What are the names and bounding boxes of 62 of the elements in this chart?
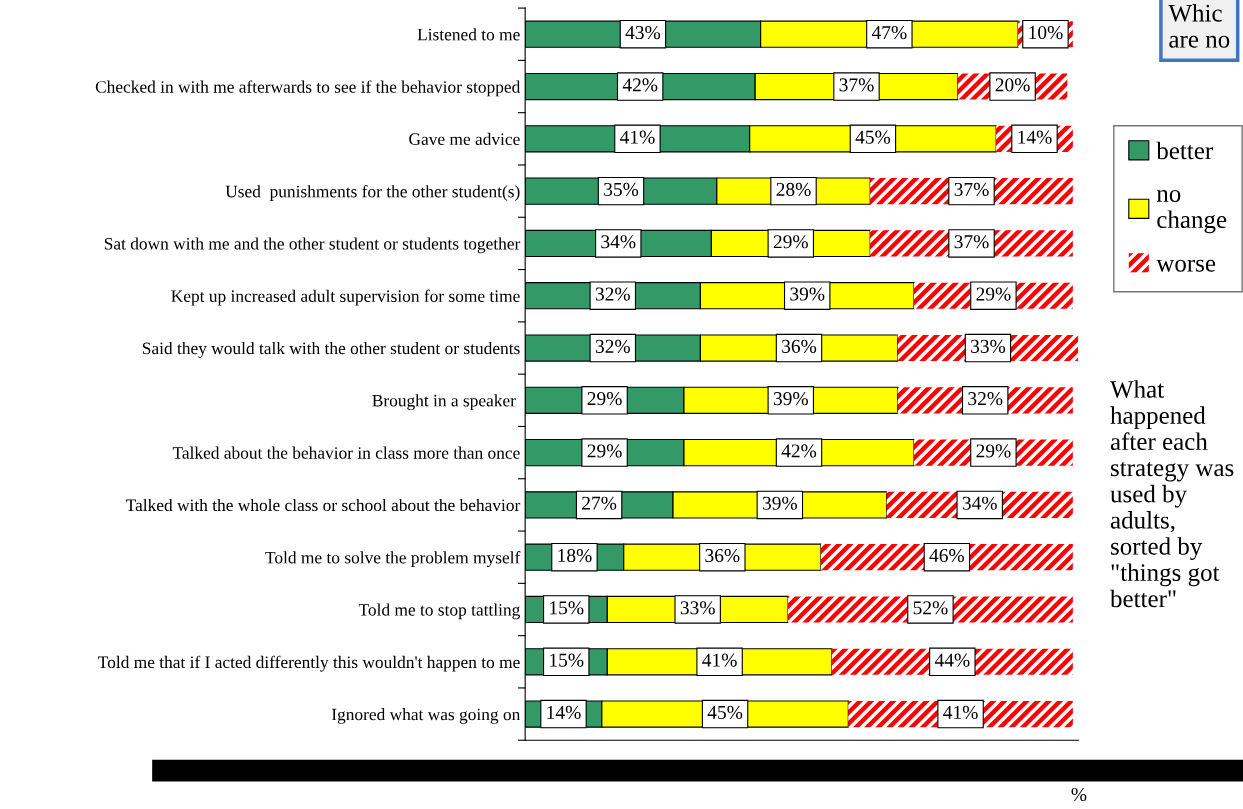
data-label: 29% bbox=[976, 287, 1011, 301]
data-label: 44% bbox=[934, 653, 970, 667]
y-tick-label: Checked in with me afterwards to see if the behavior stopped bbox=[95, 80, 521, 97]
data-label: 32% bbox=[595, 287, 630, 301]
data-label: 45% bbox=[855, 130, 891, 144]
data-label: 39% bbox=[762, 496, 797, 510]
data-label: 29% bbox=[976, 444, 1011, 458]
data-label: 37% bbox=[839, 78, 874, 92]
data-label: 36% bbox=[782, 339, 817, 353]
legend-label: worse bbox=[1156, 259, 1216, 272]
data-label: 33% bbox=[971, 339, 1006, 353]
data-label: 29% bbox=[773, 235, 808, 249]
y-tick-label: Sat down with me and the other student or students together bbox=[104, 237, 521, 254]
data-label: 15% bbox=[550, 601, 584, 615]
y-tick-label: Listened to me bbox=[417, 28, 520, 41]
data-label: 39% bbox=[790, 287, 825, 301]
data-label: 27% bbox=[582, 496, 617, 510]
data-label: 33% bbox=[680, 601, 715, 615]
y-tick-label: Told me to solve the problem myself bbox=[265, 551, 521, 568]
data-label: 41% bbox=[943, 705, 978, 720]
data-label: 41% bbox=[620, 130, 655, 144]
text: Whic are no bbox=[1168, 4, 1230, 48]
data-label: 20% bbox=[995, 78, 1030, 92]
data-label: 32% bbox=[595, 339, 630, 353]
data-label: 10% bbox=[1029, 25, 1063, 40]
y-tick-label: Used punishments for the other student(s) bbox=[225, 185, 520, 201]
data-label: 52% bbox=[913, 601, 948, 615]
data-label: 15% bbox=[550, 653, 584, 667]
legend-label: better bbox=[1156, 141, 1213, 160]
data-label: 42% bbox=[622, 78, 658, 92]
data-label: 42% bbox=[781, 444, 817, 458]
y-tick-label: Talked with the whole class or school about the behavior bbox=[126, 498, 521, 512]
data-label: 14% bbox=[547, 705, 581, 720]
data-label: 36% bbox=[705, 548, 740, 563]
data-label: 29% bbox=[587, 392, 622, 406]
data-label: 45% bbox=[707, 705, 743, 720]
legend-label: no change bbox=[1156, 189, 1227, 234]
data-label: 43% bbox=[625, 25, 661, 40]
x-axis-title: % bbox=[1071, 787, 1087, 802]
y-tick-label: Told me that if I acted differently this wouldn't happen to me bbox=[98, 655, 520, 672]
data-label: 18% bbox=[558, 548, 592, 563]
data-label: 46% bbox=[929, 548, 965, 563]
data-label: 28% bbox=[776, 182, 811, 197]
y-tick-label: Ignored what was going on bbox=[331, 708, 521, 724]
data-label: 41% bbox=[702, 653, 737, 667]
text: What happened after each strategy was used by adults, sorted by "things got better" bbox=[1110, 380, 1234, 608]
data-label: 47% bbox=[871, 25, 907, 40]
data-label: 35% bbox=[604, 182, 639, 197]
data-label: 14% bbox=[1018, 130, 1052, 144]
y-tick-label: Gave me advice bbox=[409, 132, 520, 146]
y-tick-label: Talked about the behavior in class more than once bbox=[172, 446, 520, 459]
y-tick-label: Kept up increased adult supervision for some time bbox=[171, 289, 520, 306]
data-label: 34% bbox=[601, 235, 636, 249]
data-label: 32% bbox=[968, 392, 1003, 406]
data-label: 37% bbox=[954, 235, 989, 249]
data-label: 39% bbox=[773, 392, 808, 406]
data-label: 29% bbox=[587, 444, 622, 458]
data-label: 34% bbox=[962, 496, 997, 510]
y-tick-label: Said they would talk with the other student or students bbox=[142, 341, 520, 358]
y-tick-label: Told me to stop tattling bbox=[358, 603, 520, 620]
data-label: 37% bbox=[954, 182, 989, 197]
y-tick-label: Brought in a speaker bbox=[372, 394, 516, 411]
